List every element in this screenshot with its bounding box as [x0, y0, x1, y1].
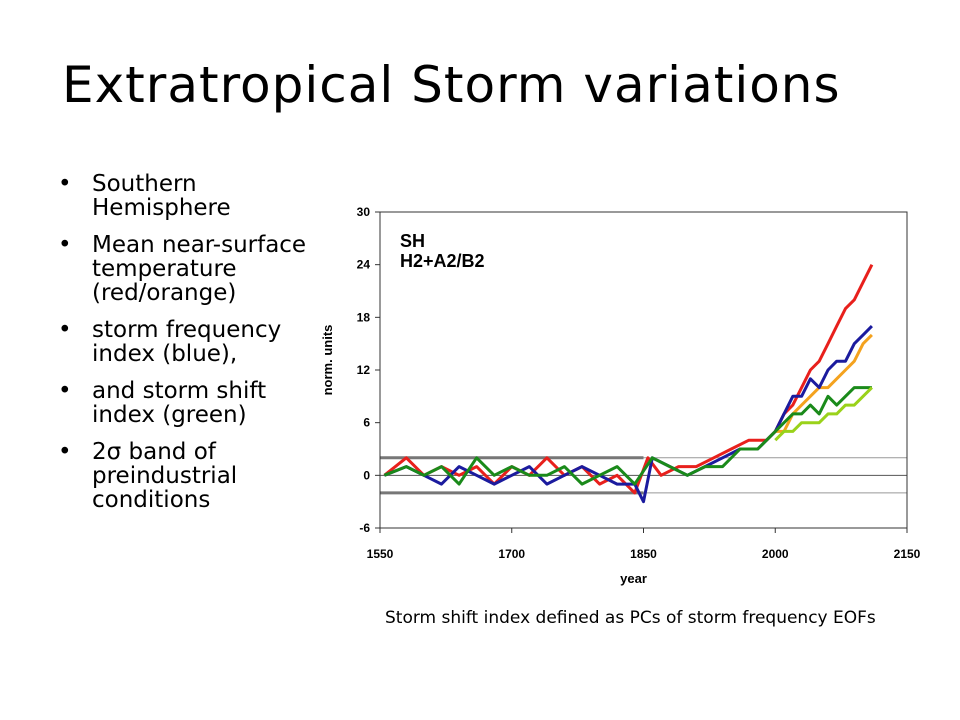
series-line-4: [383, 386, 872, 486]
bullet-dot: •: [58, 171, 72, 197]
bullet-dot: •: [58, 378, 72, 404]
y-tick-label: 12: [357, 363, 371, 377]
bullet-item: • 2σ band of preindustrial conditions: [58, 440, 308, 512]
y-tick-label: 30: [357, 205, 371, 219]
series-line-5: [774, 386, 873, 442]
bullet-text: 2σ band of preindustrial conditions: [92, 439, 238, 513]
x-tick-label: 1700: [498, 547, 525, 561]
slide-title: Extratropical Storm variations: [62, 56, 841, 114]
chart-caption: Storm shift index defined as PCs of stor…: [385, 608, 876, 628]
y-tick-label: 18: [357, 310, 371, 324]
y-axis-label: norm. units: [320, 325, 335, 396]
x-axis-label: year: [620, 571, 647, 586]
bullet-dot: •: [58, 317, 72, 343]
x-tick-label: 2150: [894, 547, 921, 561]
y-tick-label: 24: [357, 258, 371, 272]
bullet-item: • Southern Hemisphere: [58, 172, 308, 220]
series-line-1: [383, 264, 874, 495]
bullet-text: storm frequency index (blue),: [92, 317, 282, 367]
chart-annotation: SH: [400, 231, 425, 251]
y-tick-label: 6: [363, 416, 370, 430]
y-tick-label: -6: [359, 521, 370, 535]
x-tick-label: 1550: [367, 547, 394, 561]
chart-annotation: H2+A2/B2: [400, 251, 485, 271]
bullet-dot: •: [58, 439, 72, 465]
y-tick-label: 0: [363, 468, 370, 482]
bullet-text: and storm shift index (green): [92, 378, 267, 428]
bullet-item: • Mean near-surface temperature (red/oran…: [58, 233, 308, 305]
x-tick-label: 1850: [630, 547, 657, 561]
bullet-text: Mean near-surface temperature (red/orang…: [92, 232, 307, 306]
bullet-text: Southern Hemisphere: [92, 171, 231, 221]
bullet-item: • and storm shift index (green): [58, 379, 308, 427]
x-tick-label: 2000: [762, 547, 789, 561]
bullet-item: • storm frequency index (blue),: [58, 318, 308, 366]
bullet-list: • Southern Hemisphere • Mean near-surface …: [58, 172, 308, 525]
bullet-dot: •: [58, 232, 72, 258]
time-series-chart: -6 0 6 12 18 24 30 1550 1700 1850 2000 2150 year norm…: [320, 205, 921, 586]
